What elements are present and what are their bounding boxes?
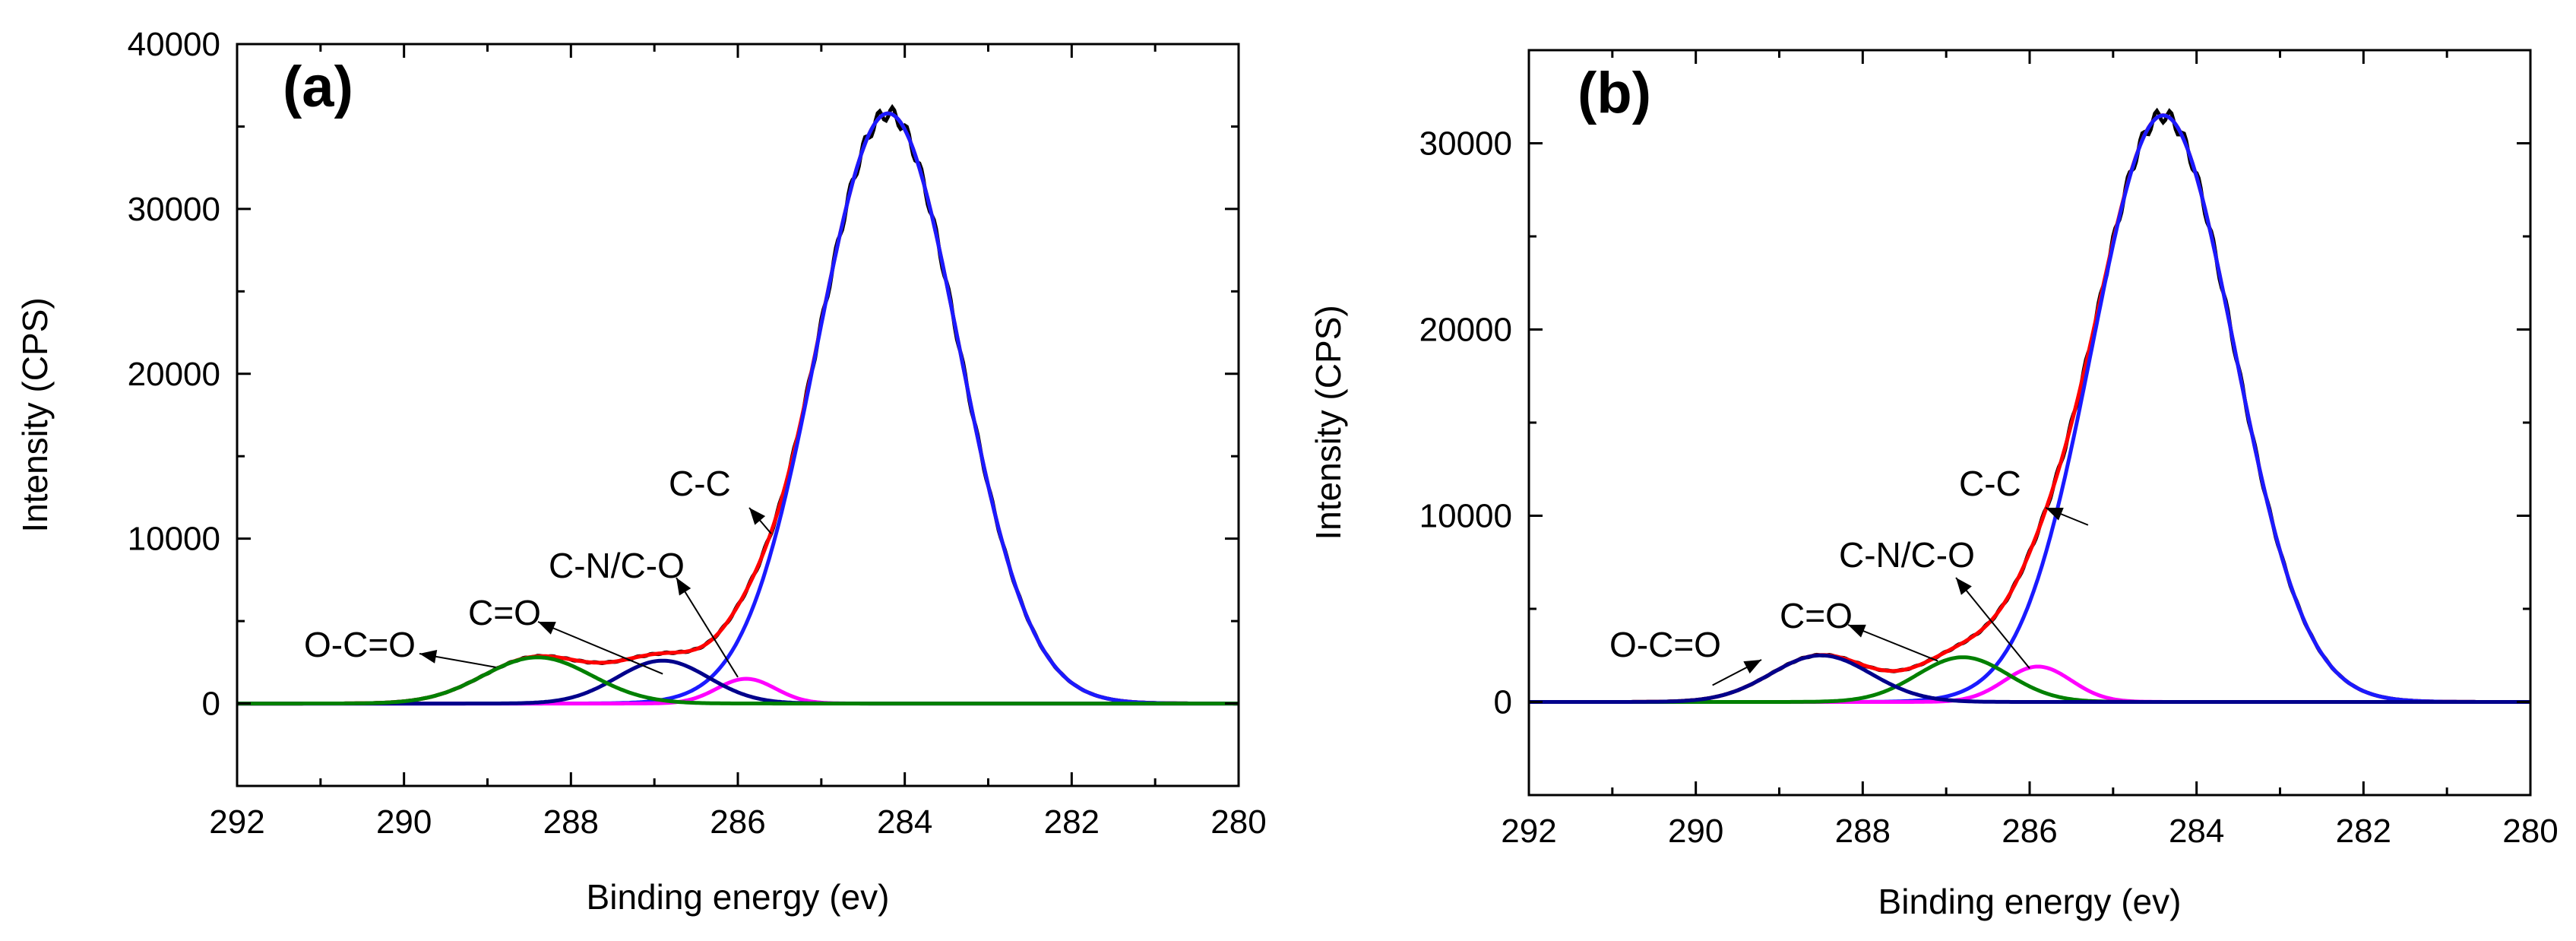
x-tick-label: 292 [1501,813,1556,850]
panel-a: 292 290 288 286 284 282 280 0 10000 20000 30000 40… [15,26,1267,917]
panel-a-y-axis-title: Intensity (CPS) [15,297,55,532]
x-tick-label: 282 [1044,803,1100,841]
y-tick-label: 10000 [128,521,220,558]
panel-a-annotation-c-o: C=O [468,593,541,632]
x-tick-label: 280 [1210,803,1266,841]
component-line-o-c-o [1529,653,2530,704]
x-tick-label: 292 [209,803,264,841]
y-tick-label: 20000 [128,356,220,393]
panel-b-annotation-c-c: C-C [1959,464,2021,503]
panel-a-annotation-o-c-o: O-C=O [304,625,416,664]
y-tick-label: 10000 [1419,498,1512,535]
x-tick-label: 288 [543,803,599,841]
panel-b-x-ticks: 292 290 288 286 284 282 280 [1501,50,2559,850]
x-tick-label: 284 [2169,813,2224,850]
x-tick-label: 280 [2502,813,2558,850]
x-tick-label: 286 [710,803,765,841]
y-tick-label: 0 [202,686,220,723]
annotation-arrow-line [676,577,739,678]
x-tick-label: 282 [2336,813,2391,850]
annotation-arrow-head [419,649,438,664]
annotation-arrow-head [1743,660,1761,674]
y-tick-label: 30000 [1419,125,1512,163]
panel-b-annotation-c-n-c-o: C-N/C-O [1839,535,1975,575]
annotation-arrow-line [1955,577,2030,670]
annotation-arrow-head [538,622,556,635]
panel-b-annotation-c-o: C=O [1780,596,1853,635]
x-tick-label: 290 [1668,813,1723,850]
panel-a-annotation-c-n-c-o: C-N/C-O [549,546,685,585]
y-tick-label: 30000 [128,191,220,228]
y-tick-label: 20000 [1419,312,1512,349]
x-tick-label: 290 [376,803,432,841]
annotation-arrow-head [676,578,691,596]
panel-a-arrows [419,507,772,678]
y-tick-label: 0 [1494,684,1512,721]
panel-a-annotation-c-c: C-C [669,464,731,503]
annotation-arrow-head [1956,578,1972,595]
x-tick-label: 288 [1835,813,1891,850]
annotation-arrow-head [1848,624,1866,638]
panel-a-curves [237,103,1239,706]
panel-b-annotation-o-c-o: O-C=O [1609,625,1721,664]
panel-b-x-axis-title: Binding energy (ev) [1878,882,2182,921]
panel-a-x-axis-title: Binding energy (ev) [587,877,890,917]
y-tick-label: 40000 [128,26,220,63]
annotation-arrow-head [749,508,766,525]
panel-b-arrows [1712,507,2089,686]
panel-a-y-ticks: 0 10000 20000 30000 40000 [128,26,1239,787]
annotation-arrow-head [2046,507,2064,521]
x-tick-label: 284 [877,803,932,841]
panel-b-curves [1529,107,2530,704]
component-line-o-c-o [237,655,1239,706]
panel-a-label: (a) [283,55,353,119]
panel-b: 292 290 288 286 284 282 280 0 10000 20000 30000 (… [1309,49,2559,921]
panel-b-y-ticks: 0 10000 20000 30000 [1419,49,2530,797]
panel-b-y-axis-title: Intensity (CPS) [1309,305,1348,540]
panel-a-x-ticks: 292 290 288 286 284 282 280 [209,44,1267,841]
x-tick-label: 286 [2002,813,2057,850]
panel-b-label: (b) [1578,61,1651,125]
annotation-arrow-line [537,621,663,675]
